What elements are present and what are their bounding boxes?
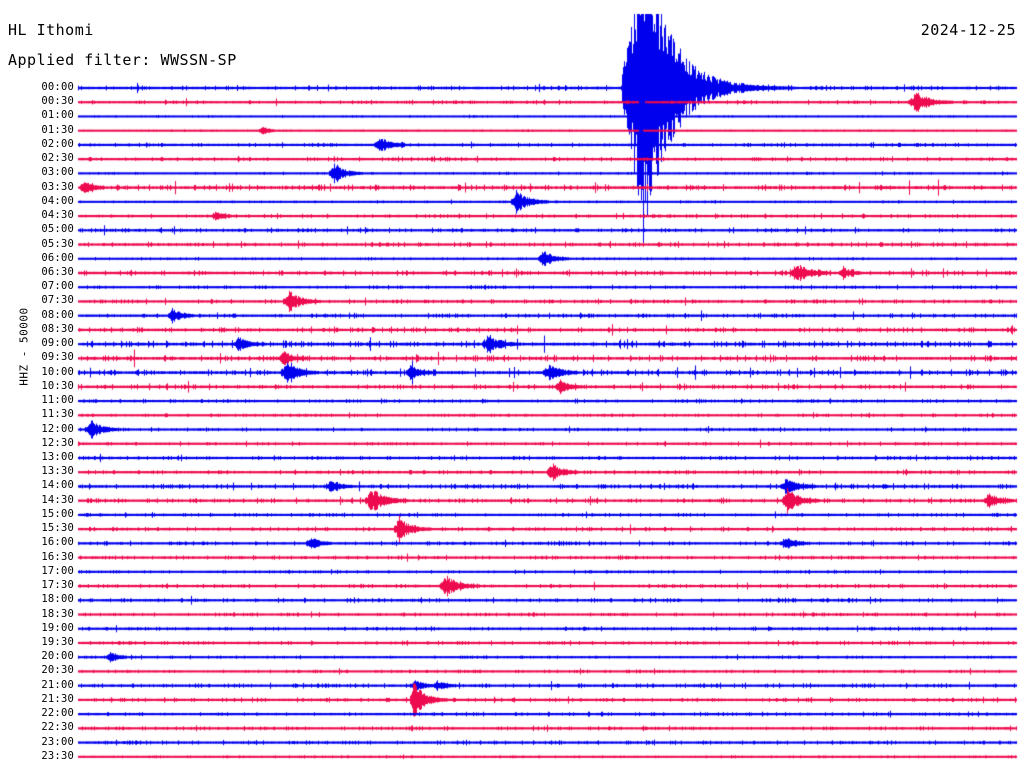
time-label: 22:30: [41, 721, 74, 734]
time-label: 21:00: [41, 678, 74, 691]
time-label: 13:30: [41, 465, 74, 478]
time-label: 17:00: [41, 564, 74, 577]
time-label: 08:00: [41, 308, 74, 321]
time-label: 14:30: [41, 493, 74, 506]
time-label: 20:00: [41, 650, 74, 663]
time-label: 19:30: [41, 635, 74, 648]
time-label: 18:00: [41, 593, 74, 606]
time-label: 01:30: [41, 123, 74, 136]
time-label: 12:00: [41, 422, 74, 435]
time-label: 18:30: [41, 607, 74, 620]
record-date-label: 2024-12-25: [920, 21, 1016, 39]
time-label: 09:00: [41, 337, 74, 350]
time-label: 02:30: [41, 152, 74, 165]
time-label: 02:00: [41, 137, 74, 150]
time-label: 21:30: [41, 692, 74, 705]
time-label: 23:30: [41, 749, 74, 762]
time-label: 22:00: [41, 707, 74, 720]
time-label: 10:30: [41, 379, 74, 392]
station-title: HL Ithomi: [8, 21, 94, 39]
time-label: 11:00: [41, 394, 74, 407]
time-label: 10:00: [41, 365, 74, 378]
time-label: 16:30: [41, 550, 74, 563]
time-label: 00:30: [41, 95, 74, 108]
time-label: 05:00: [41, 223, 74, 236]
time-label: 06:00: [41, 251, 74, 264]
time-label: 08:30: [41, 322, 74, 335]
time-label: 23:00: [41, 735, 74, 748]
time-label: 12:30: [41, 436, 74, 449]
time-label: 19:00: [41, 621, 74, 634]
time-label: 03:00: [41, 166, 74, 179]
time-label: 16:00: [41, 536, 74, 549]
time-label: 20:30: [41, 664, 74, 677]
time-label: 09:30: [41, 351, 74, 364]
time-label: 07:30: [41, 294, 74, 307]
time-label: 11:30: [41, 408, 74, 421]
time-label: 07:00: [41, 280, 74, 293]
time-label: 04:30: [41, 209, 74, 222]
time-label: 03:30: [41, 180, 74, 193]
time-label: 14:00: [41, 479, 74, 492]
time-label: 13:00: [41, 450, 74, 463]
time-label: 17:30: [41, 579, 74, 592]
time-label: 15:00: [41, 507, 74, 520]
time-label: 04:00: [41, 194, 74, 207]
applied-filter-label: Applied filter: WWSSN-SP: [8, 51, 237, 69]
time-label: 01:00: [41, 109, 74, 122]
time-label: 05:30: [41, 237, 74, 250]
time-label: 06:30: [41, 265, 74, 278]
time-label: 15:30: [41, 522, 74, 535]
time-label: 00:00: [41, 81, 74, 93]
